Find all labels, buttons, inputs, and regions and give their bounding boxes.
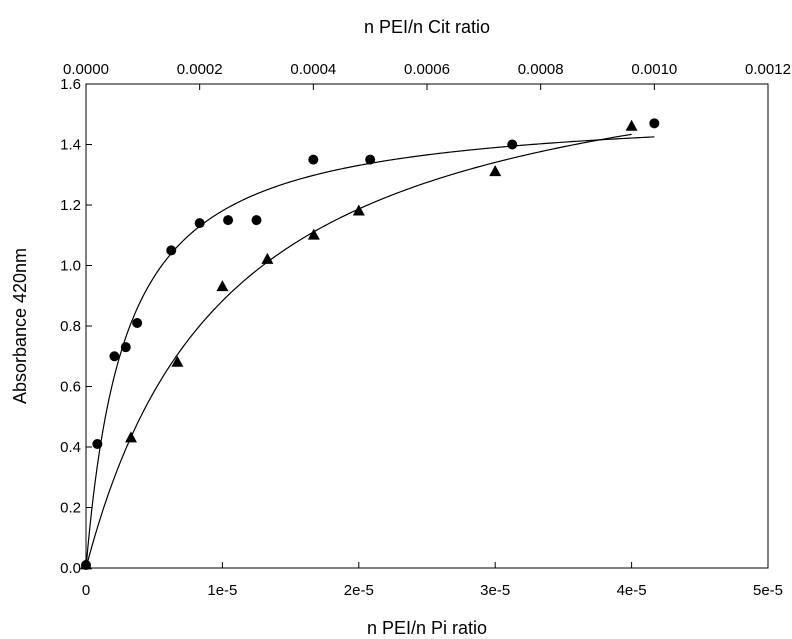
y-axis: 0.0 0.2 0.4 0.6 0.8 1.0 1.2 1.4 1.6 — [60, 76, 92, 577]
top-x-tick-label: 0.0002 — [177, 61, 223, 78]
y-tick-label: 1.6 — [60, 76, 81, 93]
y-tick-label: 1.2 — [60, 197, 81, 214]
triangle-point — [307, 228, 320, 240]
y-tick-label: 1.0 — [60, 258, 81, 275]
bottom-axis: 0 1e-5 2e-5 3e-5 4e-5 5e-5 — [82, 562, 783, 599]
fit-curve-circle — [85, 136, 655, 569]
x-axis-title: n PEI/n Pi ratio — [367, 618, 487, 638]
top-x-tick-label: 0.0006 — [404, 61, 450, 78]
circle-point — [92, 438, 103, 449]
circle-point — [120, 342, 131, 353]
circle-point — [194, 218, 205, 229]
circle-point — [251, 215, 262, 226]
triangle-point — [489, 165, 502, 177]
x-tick-label: 2e-5 — [344, 582, 374, 599]
top-axis: 0.0000 0.0002 0.0004 0.0006 0.0008 0.0010 0.00… — [63, 61, 791, 90]
top-x-tick-label: 0.0008 — [518, 61, 564, 78]
circle-point — [132, 317, 143, 328]
x-tick-label: 0 — [82, 582, 90, 599]
top-x-tick-label: 0.0010 — [631, 61, 677, 78]
plot-frame — [85, 83, 769, 569]
top-x-tick-label: 0.0012 — [745, 61, 791, 78]
triangle-point — [80, 558, 92, 570]
triangle-point — [625, 119, 638, 131]
circle-point — [507, 139, 518, 150]
triangle-point — [352, 204, 365, 216]
circle-point — [308, 154, 319, 165]
fit-curves — [85, 133, 655, 569]
y-axis-title: Absorbance 420nm — [10, 248, 30, 404]
y-tick-label: 0.6 — [60, 379, 81, 396]
y-tick-label: 0.0 — [60, 560, 81, 577]
x-tick-label: 5e-5 — [753, 582, 783, 599]
top-axis-title: n PEI/n Cit ratio — [364, 17, 490, 37]
top-x-tick-label: 0.0004 — [290, 61, 336, 78]
x-tick-label: 1e-5 — [207, 582, 237, 599]
y-tick-label: 0.2 — [60, 500, 81, 517]
circle-point — [649, 118, 660, 129]
triangle-point — [171, 355, 184, 367]
triangle-point — [216, 280, 229, 292]
y-tick-label: 0.4 — [60, 439, 81, 456]
triangle-point — [261, 252, 274, 264]
circle-point — [365, 154, 376, 165]
y-tick-label: 1.4 — [60, 137, 81, 154]
circle-point — [109, 351, 120, 362]
data-points — [80, 118, 660, 570]
circle-point — [166, 245, 177, 256]
x-tick-label: 4e-5 — [617, 582, 647, 599]
triangle-point — [125, 431, 138, 443]
circle-point — [223, 215, 234, 226]
x-tick-label: 3e-5 — [480, 582, 510, 599]
y-tick-label: 0.8 — [60, 318, 81, 335]
fit-curve-triangle — [85, 133, 632, 569]
top-x-tick-label: 0.0000 — [63, 61, 109, 78]
